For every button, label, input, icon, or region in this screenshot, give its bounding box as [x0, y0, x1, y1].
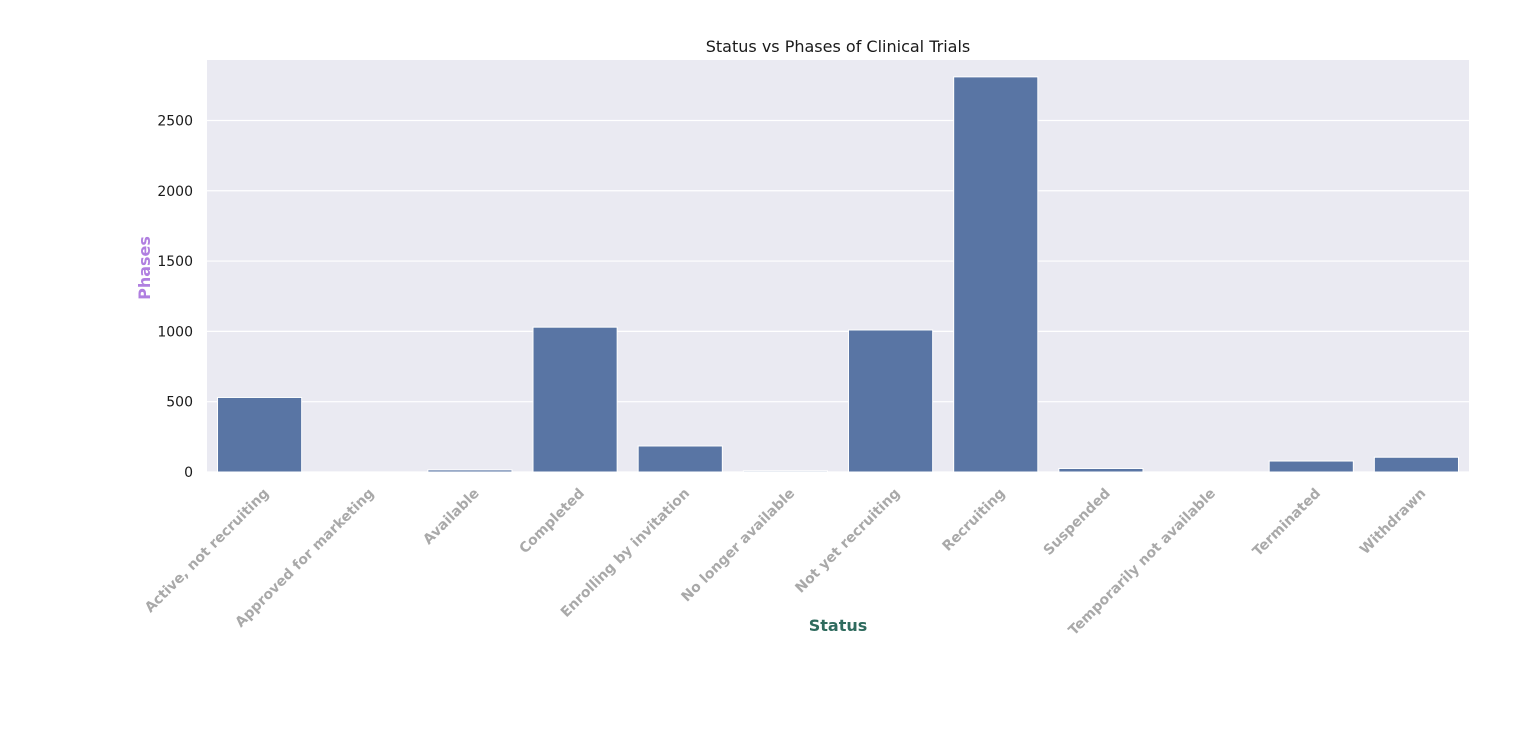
bar	[637, 445, 723, 473]
x-axis-label: Status	[809, 616, 868, 635]
x-tick-label: Not yet recruiting	[792, 486, 903, 597]
y-tick-label: 0	[184, 465, 193, 481]
y-tick-label: 1500	[157, 254, 193, 270]
x-tick-label: Completed	[516, 486, 587, 557]
y-tick-label: 1000	[157, 324, 193, 340]
bar	[532, 326, 618, 473]
x-tick-label: Recruiting	[939, 486, 1008, 555]
gridlines	[207, 119, 1469, 473]
bar	[1373, 456, 1459, 473]
y-tick-label: 2500	[157, 113, 193, 129]
plot-area	[207, 60, 1469, 472]
y-axis-label: Phases	[135, 236, 154, 300]
bar	[1058, 467, 1144, 473]
bar	[742, 470, 828, 473]
y-tick-label: 500	[166, 395, 193, 411]
y-tick-label: 2000	[157, 184, 193, 200]
bars	[217, 76, 1459, 473]
x-tick-label: Available	[420, 486, 482, 548]
bar	[1268, 460, 1354, 473]
chart-title: Status vs Phases of Clinical Trials	[706, 37, 970, 56]
y-axis-ticks: 0 500 1000 1500 2000 2500	[157, 113, 193, 481]
bar	[217, 396, 303, 473]
bar	[427, 469, 513, 473]
bar	[848, 329, 934, 473]
x-tick-label: No longer available	[679, 486, 799, 606]
x-tick-label: Suspended	[1041, 486, 1114, 559]
bar	[953, 76, 1039, 473]
x-tick-label: Withdrawn	[1357, 486, 1429, 558]
x-tick-label: Terminated	[1250, 486, 1324, 560]
x-tick-label: Active, not recruiting	[142, 486, 272, 616]
